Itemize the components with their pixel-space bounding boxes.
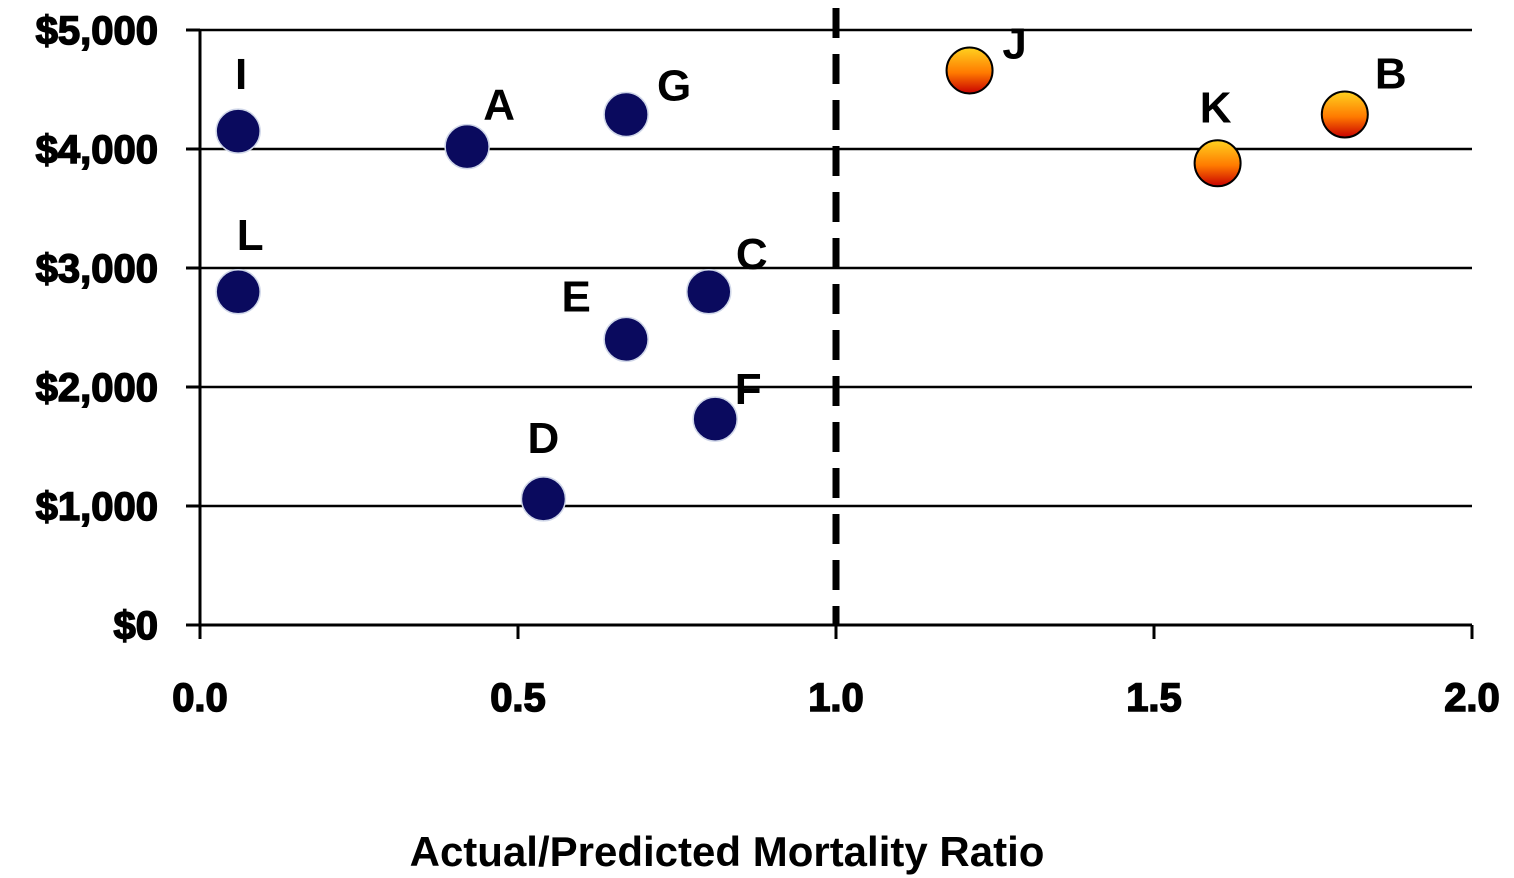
data-point-a — [444, 123, 490, 170]
x-tick-label: 1.0 — [808, 676, 864, 720]
point-label-g: G — [657, 61, 691, 110]
data-point-e — [603, 316, 649, 363]
point-label-j: J — [1002, 19, 1026, 68]
x-axis-ticks: 0.0 0.5 1.0 1.5 2.0 — [171, 625, 1501, 721]
data-point-i — [215, 108, 261, 154]
x-tick-label: 0.0 — [172, 676, 228, 720]
data-point-d — [520, 476, 567, 522]
x-tick-label: 0.5 — [490, 676, 546, 720]
y-tick-label: $4,000 — [36, 128, 158, 172]
y-axis-ticks: $0 $1,000 $2,000 $3,000 $4,000 $5,000 — [35, 8, 200, 649]
point-label-k: K — [1200, 83, 1232, 132]
data-points: I A G L E C F D J K B — [215, 19, 1407, 522]
point-label-l: L — [237, 211, 264, 260]
point-label-b: B — [1375, 49, 1407, 98]
y-tick-label: $5,000 — [36, 9, 158, 53]
y-tick-label: $3,000 — [36, 247, 158, 291]
point-label-i: I — [235, 50, 247, 99]
x-tick-label: 2.0 — [1444, 676, 1500, 720]
data-point-b — [1320, 90, 1369, 139]
y-tick-label: $0 — [114, 604, 159, 648]
point-label-f: F — [735, 365, 762, 414]
x-axis-title: Actual/Predicted Mortality Ratio — [410, 828, 1045, 875]
point-label-c: C — [736, 230, 768, 279]
data-point-g — [603, 91, 649, 138]
data-point-l — [215, 269, 261, 315]
point-label-d: D — [528, 414, 560, 463]
data-point-j — [945, 46, 994, 95]
x-tick-label: 1.5 — [1126, 676, 1182, 720]
point-label-e: E — [561, 272, 590, 321]
data-point-f — [692, 396, 738, 442]
data-point-k — [1193, 139, 1242, 188]
y-tick-label: $1,000 — [36, 485, 158, 529]
data-point-c — [686, 269, 732, 315]
y-tick-label: $2,000 — [36, 366, 158, 410]
point-label-a: A — [483, 81, 515, 130]
